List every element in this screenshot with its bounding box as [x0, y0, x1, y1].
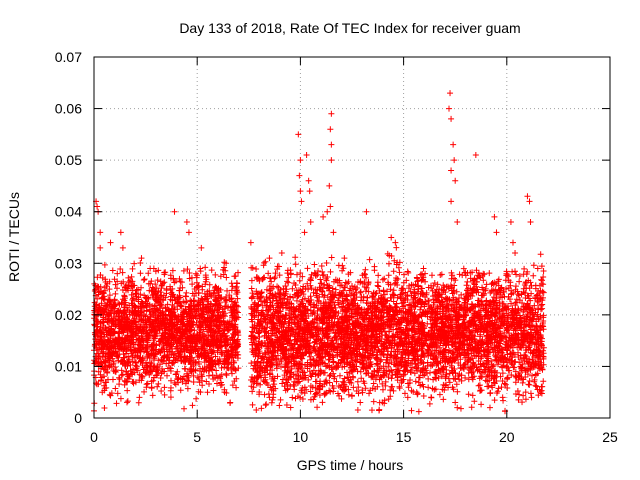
data-point [195, 375, 202, 382]
data-point [233, 384, 240, 391]
data-point [228, 309, 235, 316]
data-point [174, 375, 181, 382]
data-point [166, 357, 173, 364]
data-point [114, 285, 121, 292]
data-point [113, 400, 120, 407]
data-point [210, 387, 217, 394]
data-point [145, 318, 152, 325]
data-point [143, 295, 150, 302]
data-point [180, 267, 187, 274]
data-point [116, 381, 123, 388]
data-point [124, 387, 131, 394]
data-point [163, 346, 170, 353]
data-point [155, 348, 162, 355]
data-point [141, 388, 148, 395]
data-point [190, 379, 197, 386]
data-point [193, 274, 200, 281]
data-point [158, 387, 165, 394]
data-point [202, 264, 209, 271]
data-point [221, 364, 228, 371]
data-point [223, 274, 230, 281]
data-point [131, 260, 138, 267]
data-point [104, 369, 111, 376]
data-point [161, 391, 168, 398]
data-point [117, 395, 124, 402]
data-point [208, 267, 215, 274]
data-point [213, 372, 220, 379]
data-point [112, 290, 119, 297]
data-point [184, 354, 191, 361]
data-point [121, 304, 128, 311]
data-point [172, 371, 179, 378]
data-point [118, 372, 125, 379]
data-point [157, 375, 164, 382]
data-point [212, 353, 219, 360]
data-point [121, 345, 128, 352]
data-point [218, 351, 225, 358]
data-point [95, 368, 102, 375]
data-point [95, 291, 102, 298]
data-point [191, 327, 198, 334]
data-point [193, 395, 200, 402]
data-point [159, 358, 166, 365]
data-point [145, 270, 152, 277]
data-point [135, 399, 142, 406]
data-point [145, 280, 152, 287]
data-point [128, 273, 135, 280]
data-point [131, 344, 138, 351]
data-point [112, 385, 119, 392]
data-point [218, 295, 225, 302]
data-point [135, 287, 142, 294]
data-point [106, 286, 113, 293]
data-point [198, 334, 205, 341]
data-point [152, 281, 159, 288]
data-point [210, 375, 217, 382]
data-point [195, 388, 202, 395]
data-point [206, 381, 213, 388]
data-point [150, 357, 157, 364]
data-point [178, 303, 185, 310]
data-point [155, 380, 162, 387]
data-point [135, 296, 142, 303]
data-point [164, 372, 171, 379]
data-point [165, 360, 172, 367]
data-point [218, 364, 225, 371]
data-point [114, 390, 121, 397]
data-point [177, 303, 184, 310]
data-point [101, 405, 108, 412]
data-point [145, 351, 152, 358]
data-point [147, 332, 154, 339]
data-point [136, 371, 143, 378]
data-point [132, 359, 139, 366]
data-points [91, 90, 547, 415]
data-point [109, 267, 116, 274]
data-point [177, 387, 184, 394]
data-point [197, 268, 204, 275]
data-point [178, 357, 185, 364]
data-point [128, 291, 135, 298]
data-point [161, 384, 168, 391]
data-point [209, 372, 216, 379]
data-point [106, 292, 113, 299]
data-point [137, 270, 144, 277]
data-point [100, 373, 107, 380]
data-point [146, 331, 153, 338]
data-point [229, 283, 236, 290]
data-point [112, 281, 119, 288]
data-point [167, 272, 174, 279]
data-point [228, 370, 235, 377]
data-point [138, 284, 145, 291]
data-point [234, 295, 241, 302]
data-point [182, 380, 189, 387]
data-point [235, 269, 242, 276]
data-point [97, 371, 104, 378]
data-point [114, 278, 121, 285]
data-point [154, 277, 161, 284]
